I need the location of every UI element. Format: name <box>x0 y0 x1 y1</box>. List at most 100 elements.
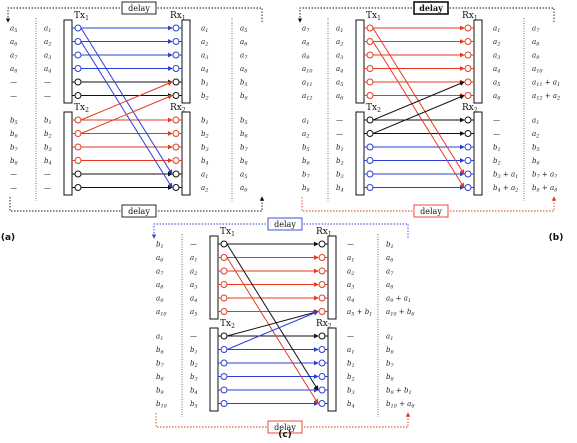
right-outer-label: a6 <box>240 38 248 48</box>
tx-label: Tx2 <box>366 103 381 114</box>
right-inner-label: b1 <box>201 79 209 89</box>
right-outer-label: b7 + a7 <box>532 171 558 181</box>
left-inner-label: b4 <box>44 157 52 167</box>
tx-label: Tx2 <box>74 103 89 114</box>
tx-port <box>74 78 82 86</box>
right-outer-label: b7 <box>240 144 248 154</box>
right-inner-label: a4 <box>493 65 500 75</box>
delay-top-label: delay <box>128 4 150 13</box>
left-inner-label: a3 <box>190 281 197 291</box>
left-outer-label: b1 <box>156 241 164 251</box>
rx-port <box>318 332 326 340</box>
left-outer-label: a10 <box>302 65 313 75</box>
right-outer-label: a5 <box>240 25 247 35</box>
right-inner-label: b1 <box>493 144 501 154</box>
tx-port <box>220 254 228 261</box>
right-outer-label: a8 <box>240 65 247 75</box>
delay-top-label: delay <box>419 3 443 13</box>
right-outer-label: a11 + a1 <box>532 79 560 89</box>
rx-port <box>172 92 180 99</box>
right-outer-label: b5 <box>240 79 248 89</box>
left-inner-label: — <box>44 79 51 87</box>
tx-port <box>366 116 374 124</box>
right-inner-label: — <box>347 241 354 249</box>
rx-port <box>172 116 180 124</box>
tx-port <box>220 240 228 248</box>
rx-port <box>172 65 180 72</box>
rx-box <box>181 111 191 196</box>
rx-port <box>318 294 326 302</box>
cross-link <box>226 310 319 337</box>
left-outer-label: b8 <box>156 373 164 383</box>
tx-port <box>74 38 82 45</box>
panel-caption: (b) <box>549 233 564 243</box>
rx-port <box>318 400 326 407</box>
panel-b: Tx1 Rx1 Tx2 Rx2 a7 a1 a1 a7 a8 a2 a2 a8 a9 a3 a3 a9 a10 a… <box>297 1 560 218</box>
rx-port <box>318 386 326 394</box>
left-inner-label: a1 <box>336 25 343 35</box>
left-inner-label: a4 <box>44 65 51 75</box>
tx-port <box>220 267 228 275</box>
left-outer-label: b9 <box>156 387 164 397</box>
rx-port <box>172 143 180 151</box>
right-inner-label: b4 <box>201 157 209 167</box>
left-outer-label: a7 <box>10 52 18 62</box>
tx-label: Tx2 <box>220 319 235 330</box>
right-inner-label: b3 <box>347 387 355 397</box>
left-inner-label: — <box>190 241 197 249</box>
tx-port <box>74 51 82 59</box>
tx-box <box>63 19 73 104</box>
right-outer-label: a7 <box>240 52 248 62</box>
right-outer-label: a9 <box>532 52 540 62</box>
right-outer-label: b8 <box>240 157 248 167</box>
delay-top-box <box>121 1 157 15</box>
delay-top-label: delay <box>274 220 296 229</box>
right-outer-label: a5 <box>240 171 247 181</box>
cross-link <box>80 81 173 121</box>
left-inner-label: a5 <box>190 308 197 318</box>
rx-port <box>464 92 472 99</box>
left-inner-label: a1 <box>44 25 51 35</box>
tx-box <box>209 327 219 412</box>
right-inner-label: a1 <box>201 25 208 35</box>
left-inner-label: — <box>190 333 197 341</box>
tx-port <box>74 116 82 124</box>
tx-label: Tx1 <box>220 227 235 238</box>
rx-port <box>464 24 472 32</box>
right-inner-label: b3 <box>201 144 209 154</box>
tx-port <box>220 308 228 315</box>
left-outer-label: b8 <box>302 184 310 194</box>
left-inner-label: — <box>44 171 51 179</box>
left-inner-label: b5 <box>190 400 198 410</box>
tx-port <box>74 184 82 191</box>
rx-port <box>318 267 326 275</box>
rx-port <box>464 170 472 178</box>
rx-box <box>327 235 337 320</box>
left-outer-label: b5 <box>10 117 18 127</box>
tx-port <box>366 130 374 137</box>
left-outer-label: a8 <box>10 65 17 75</box>
left-inner-label: a2 <box>44 38 51 48</box>
right-inner-label: b1 <box>201 117 209 127</box>
rx-port <box>464 38 472 45</box>
right-outer-label: b6 <box>532 157 540 167</box>
left-inner-label: b1 <box>190 346 198 356</box>
rx-port <box>172 130 180 137</box>
rx-port <box>172 184 180 191</box>
right-outer-label: b7 <box>386 360 394 370</box>
left-inner-label: a3 <box>44 52 51 62</box>
right-outer-label: a8 <box>532 38 539 48</box>
rx-port <box>464 184 472 191</box>
left-outer-label: — <box>10 184 17 192</box>
tx-port <box>366 184 374 191</box>
right-inner-label: a1 <box>347 346 354 356</box>
right-inner-label: b4 + a2 <box>493 184 518 194</box>
rx-port <box>172 157 180 164</box>
left-outer-label: a8 <box>156 281 163 291</box>
left-inner-label: b2 <box>44 130 52 140</box>
left-inner-label: a2 <box>190 268 197 278</box>
right-inner-label: b2 <box>347 373 355 383</box>
left-inner-label: b4 <box>190 387 198 397</box>
